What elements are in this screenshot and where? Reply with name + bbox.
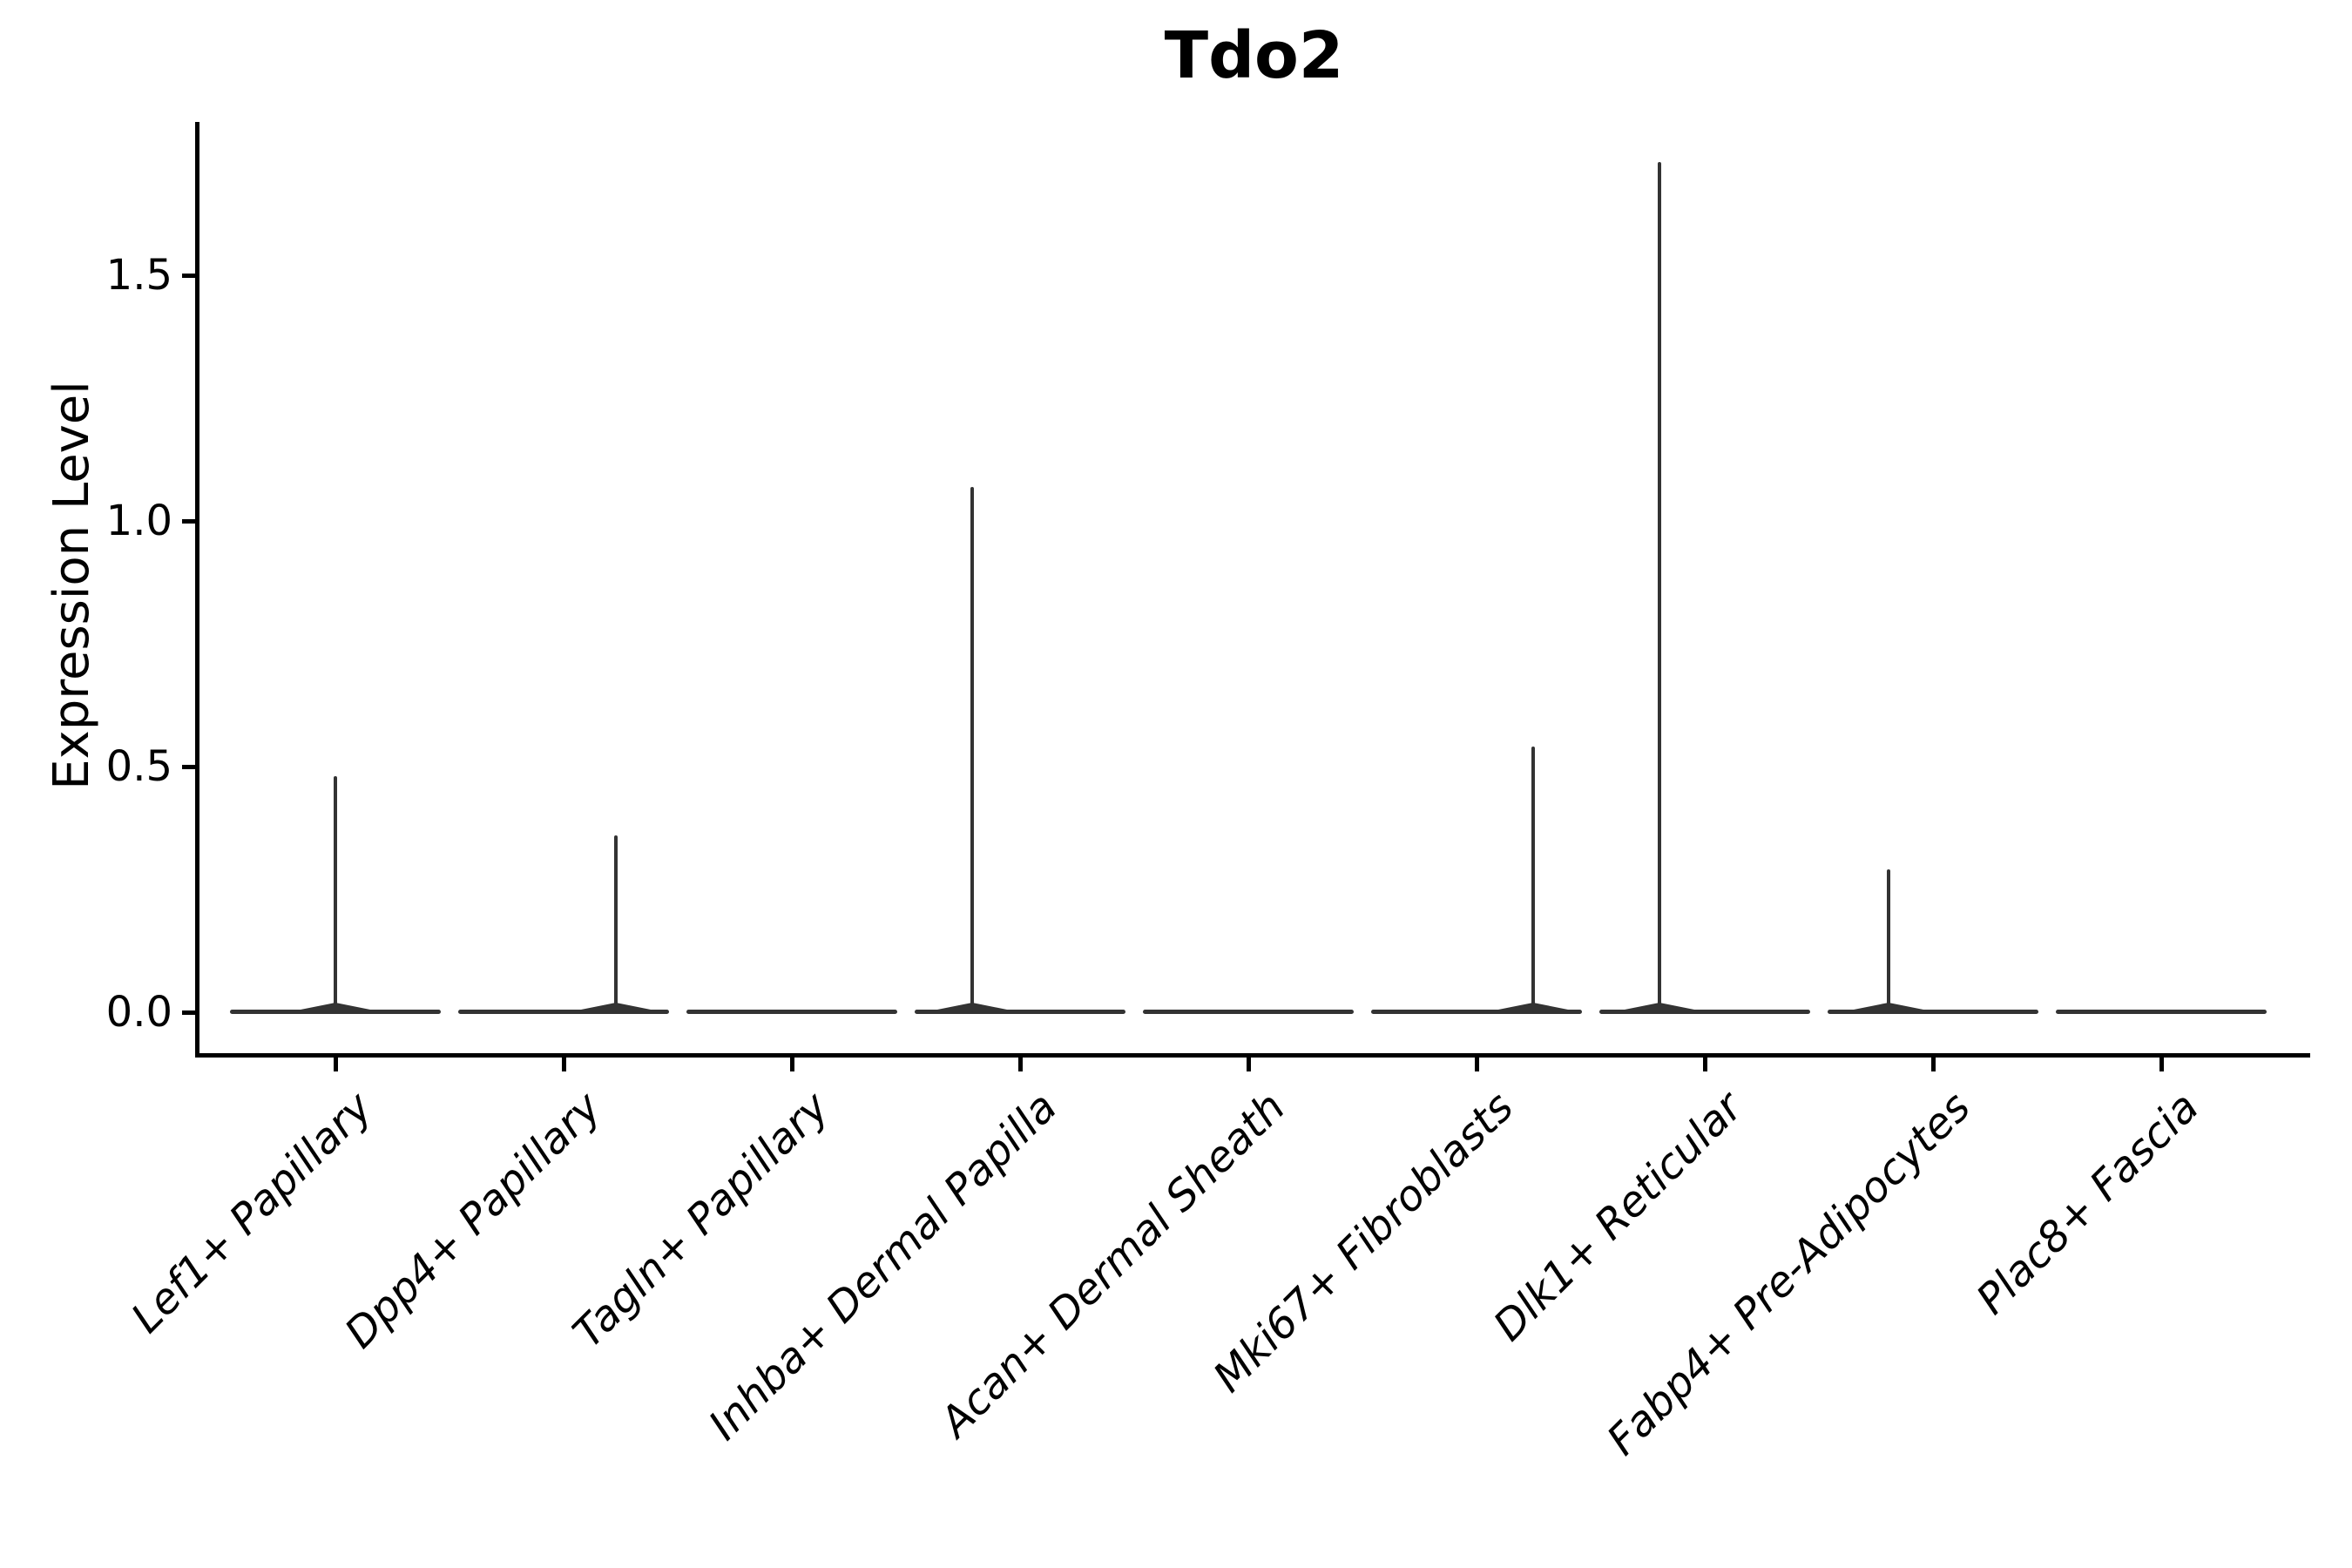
- y-tick-mark: [182, 1010, 195, 1015]
- x-category-label: Plac8+ Fascia: [1966, 1083, 2208, 1324]
- violin-body: [1371, 1010, 1582, 1014]
- x-category-label: Fabp4+ Pre-Adipocytes: [1598, 1083, 1980, 1465]
- violin-spike: [1531, 747, 1535, 1012]
- violin-spike: [334, 776, 337, 1012]
- x-category-label: Lef1+ Papillary: [122, 1083, 382, 1343]
- violin-body: [1828, 1010, 2038, 1014]
- violin-spike: [970, 487, 974, 1012]
- y-tick-mark: [182, 274, 195, 278]
- y-tick-label: 0.5: [105, 742, 172, 791]
- x-tick-mark: [1703, 1058, 1707, 1071]
- y-axis-spine: [195, 122, 199, 1058]
- violin-body: [1143, 1010, 1354, 1014]
- x-category-label: Dlk1+ Reticular: [1484, 1083, 1752, 1351]
- violin-body: [1599, 1010, 1810, 1014]
- x-tick-mark: [2159, 1058, 2164, 1071]
- y-tick-mark: [182, 765, 195, 769]
- y-tick-label: 1.0: [105, 497, 172, 545]
- y-tick-label: 1.5: [105, 251, 172, 300]
- y-tick-label: 0.0: [105, 988, 172, 1037]
- x-tick-mark: [334, 1058, 338, 1071]
- x-tick-mark: [1931, 1058, 1936, 1071]
- x-tick-mark: [1247, 1058, 1251, 1071]
- x-tick-mark: [1475, 1058, 1479, 1071]
- y-axis-label: Expression Level: [44, 381, 100, 790]
- violin-spike: [614, 835, 618, 1012]
- x-tick-mark: [790, 1058, 794, 1071]
- violin-body: [458, 1010, 669, 1014]
- violin-body: [2056, 1010, 2267, 1014]
- x-tick-mark: [562, 1058, 566, 1071]
- y-tick-mark: [182, 519, 195, 524]
- x-axis-spine: [195, 1053, 2310, 1058]
- violin-body: [686, 1010, 897, 1014]
- chart-title: Tdo2: [1164, 18, 1344, 93]
- violin-spike: [1887, 869, 1890, 1012]
- violin-body: [915, 1010, 1125, 1014]
- x-tick-mark: [1018, 1058, 1023, 1071]
- violin-spike: [1658, 162, 1661, 1012]
